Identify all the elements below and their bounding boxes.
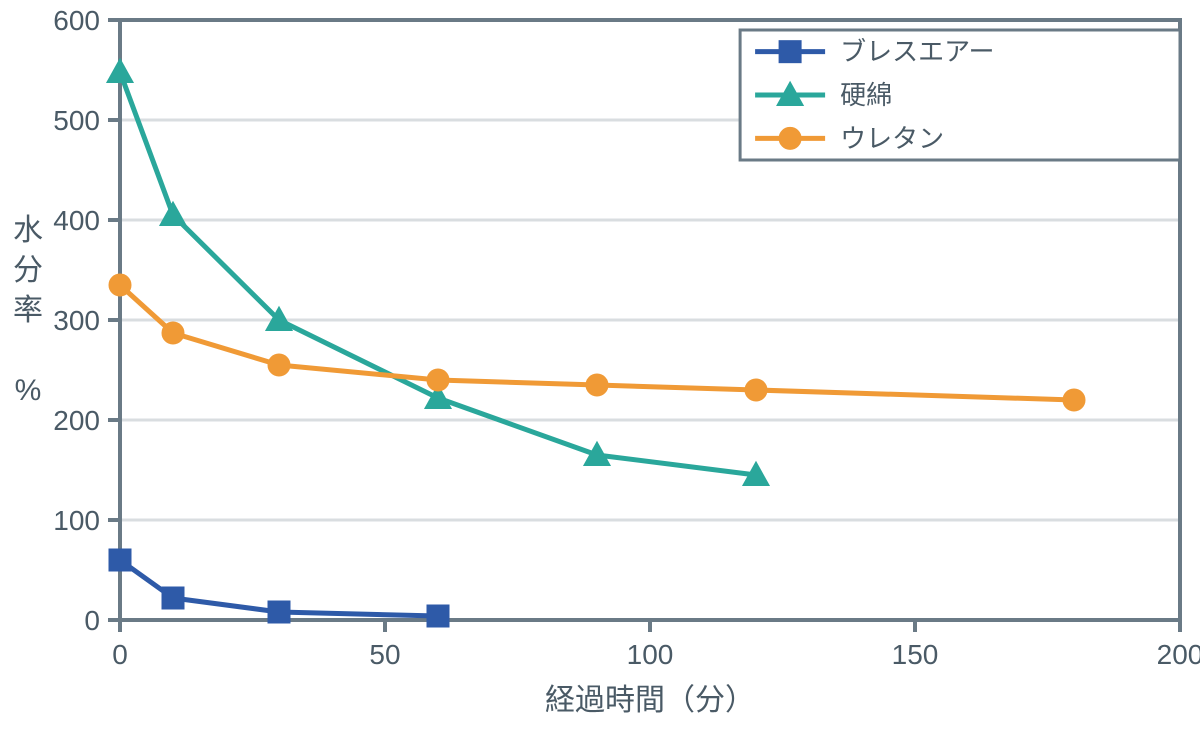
marker-circle xyxy=(1063,389,1085,411)
x-tick-label: 100 xyxy=(627,639,674,670)
marker-square xyxy=(109,549,131,571)
y-tick-label: 300 xyxy=(53,305,100,336)
marker-circle xyxy=(427,369,449,391)
moisture-chart: 0 100 200 300 400 500 600 0 50 100 150 200 経過時間（分） 水分… xyxy=(0,0,1200,730)
marker-circle xyxy=(586,374,608,396)
marker-circle xyxy=(162,322,184,344)
legend-label: ウレタン xyxy=(840,123,944,153)
y-axis-label: % xyxy=(15,374,42,407)
y-tick-label: 600 xyxy=(53,5,100,36)
marker-circle xyxy=(268,354,290,376)
y-tick-label: 0 xyxy=(84,605,100,636)
marker-square xyxy=(779,41,801,63)
y-tick-label: 500 xyxy=(53,105,100,136)
x-axis-label: 経過時間（分） xyxy=(545,684,755,717)
x-tick-label: 200 xyxy=(1157,639,1200,670)
x-tick-label: 0 xyxy=(112,639,128,670)
legend-label: ブレスエアー xyxy=(840,37,994,67)
marker-circle xyxy=(779,127,801,149)
marker-square xyxy=(162,587,184,609)
marker-circle xyxy=(745,379,767,401)
marker-square xyxy=(268,601,290,623)
legend-label: 硬綿 xyxy=(840,80,892,110)
marker-circle xyxy=(109,274,131,296)
x-tick-label: 150 xyxy=(892,639,939,670)
y-axis-label: 率 xyxy=(13,294,43,327)
x-tick-label: 50 xyxy=(369,639,400,670)
y-tick-label: 200 xyxy=(53,405,100,436)
y-tick-label: 100 xyxy=(53,505,100,536)
y-axis-label: 水 xyxy=(13,214,43,247)
y-axis-label: 分 xyxy=(13,254,43,287)
legend: ブレスエアー硬綿ウレタン xyxy=(740,30,1180,160)
marker-square xyxy=(427,605,449,627)
y-tick-label: 400 xyxy=(53,205,100,236)
